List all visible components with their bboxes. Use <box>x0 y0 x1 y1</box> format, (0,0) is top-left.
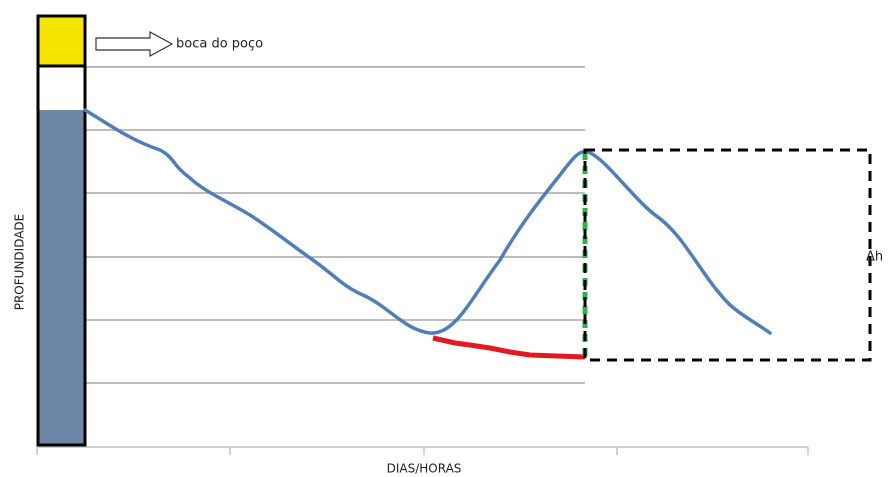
water-level-curve <box>85 110 770 333</box>
x-axis <box>37 447 808 455</box>
wellhead-label: boca do poço <box>176 37 263 52</box>
arrow <box>96 32 172 56</box>
well-air <box>38 66 85 110</box>
well <box>38 16 85 445</box>
delta-box <box>585 150 870 360</box>
x-axis-label: DIAS/HORAS <box>387 462 462 476</box>
recovery-line <box>433 338 585 357</box>
well-water <box>38 110 85 445</box>
grid <box>85 67 585 383</box>
y-axis-label: PROFUNDIDADE <box>13 214 27 311</box>
page: boca do poço Δh PROFUNDIDADE DIAS/HORAS … <box>0 0 888 477</box>
delta-label: Δh <box>866 250 883 265</box>
well-top <box>38 16 85 66</box>
diagram: boca do poço Δh PROFUNDIDADE DIAS/HORAS <box>0 0 888 477</box>
